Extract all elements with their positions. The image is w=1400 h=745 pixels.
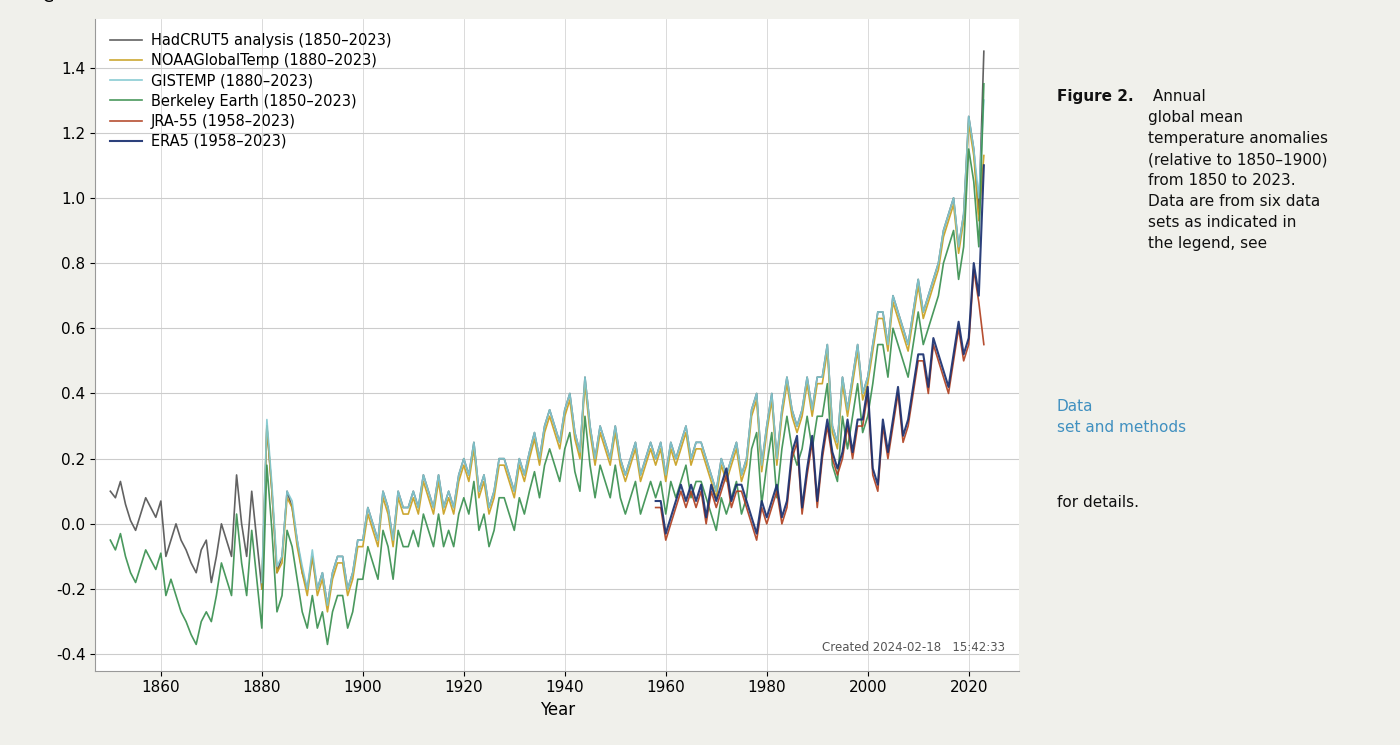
X-axis label: Year: Year: [539, 701, 575, 719]
Legend: HadCRUT5 analysis (1850–2023), NOAAGlobalTemp (1880–2023), GISTEMP (1880–2023), : HadCRUT5 analysis (1850–2023), NOAAGloba…: [102, 26, 399, 156]
Text: Annual
global mean
temperature anomalies
(relative to 1850–1900)
from 1850 to 20: Annual global mean temperature anomalies…: [1148, 89, 1329, 251]
Y-axis label: °C: °C: [35, 0, 55, 6]
Text: Created 2024-02-18   15:42:33: Created 2024-02-18 15:42:33: [822, 641, 1005, 654]
Text: for details.: for details.: [1057, 495, 1140, 510]
Text: Data
set and methods: Data set and methods: [1057, 399, 1186, 434]
Text: Figure 2.: Figure 2.: [1057, 89, 1134, 104]
